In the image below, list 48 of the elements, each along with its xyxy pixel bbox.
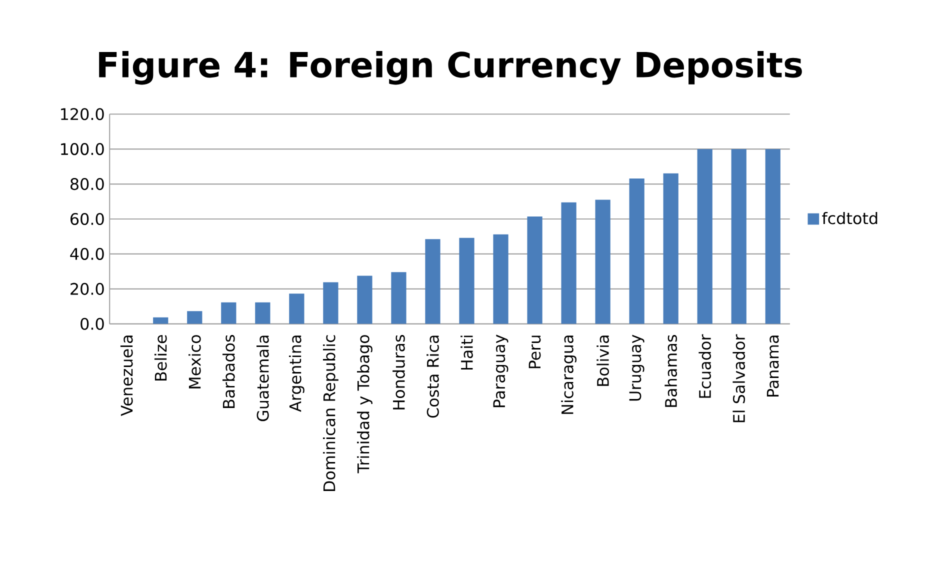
y-tick-label: 20.0	[70, 282, 104, 295]
x-tick-label: Ecuador	[698, 334, 712, 398]
x-tick-label: Argentina	[288, 336, 304, 412]
bar	[697, 149, 712, 324]
bar	[357, 276, 372, 324]
chart-title: Figure 4: Foreign Currency Deposits	[99, 51, 802, 85]
x-tick-label: Panama	[766, 336, 779, 397]
y-tick-label: 60.0	[70, 212, 104, 226]
y-tick-label: 40.0	[70, 248, 104, 260]
bar	[493, 234, 508, 324]
bar	[765, 149, 780, 324]
x-tick-label: Bahamas	[664, 335, 677, 407]
x-tick-label: Barbados	[222, 335, 235, 408]
x-tick-label: Peru	[528, 336, 541, 368]
bar	[153, 317, 168, 324]
x-tick-label: Venezuela	[120, 336, 133, 416]
bar	[187, 311, 202, 324]
x-tick-label: Honduras	[392, 335, 405, 410]
bar	[663, 173, 678, 324]
x-tick-label: Dominican Republic	[322, 335, 338, 492]
bar	[425, 239, 440, 324]
bar	[561, 202, 576, 324]
bar	[323, 282, 338, 324]
x-tick-label: Guatemala	[256, 336, 269, 422]
x-tick-label: Trinidad y Tobago	[357, 335, 372, 474]
x-tick-label: Costa Rica	[426, 336, 439, 418]
bar	[391, 272, 406, 324]
y-tick-label: 120.0	[61, 108, 104, 120]
x-tick-label: Belize	[154, 335, 167, 380]
bar	[595, 200, 610, 324]
x-tick-label: Uruguay	[629, 334, 644, 401]
bar	[221, 302, 236, 324]
bar	[527, 216, 542, 324]
y-tick-label: 100.0	[61, 143, 104, 156]
x-tick-label: Nicaragua	[561, 336, 576, 414]
x-tick-label: Mexico	[188, 335, 201, 388]
x-tick-label: Bolivia	[596, 336, 609, 386]
x-tick-label: El Salvador	[732, 334, 746, 422]
bar	[255, 302, 270, 324]
bar	[731, 149, 746, 324]
y-tick-label: 80.0	[70, 178, 104, 190]
bar	[629, 178, 644, 324]
x-tick-label: Haiti	[460, 336, 473, 370]
bar	[459, 238, 474, 324]
bar	[289, 294, 304, 324]
legend-label: fcdtotd	[822, 212, 878, 224]
y-tick-label: 0.0	[80, 318, 104, 330]
x-tick-label: Paraguay	[493, 334, 508, 408]
